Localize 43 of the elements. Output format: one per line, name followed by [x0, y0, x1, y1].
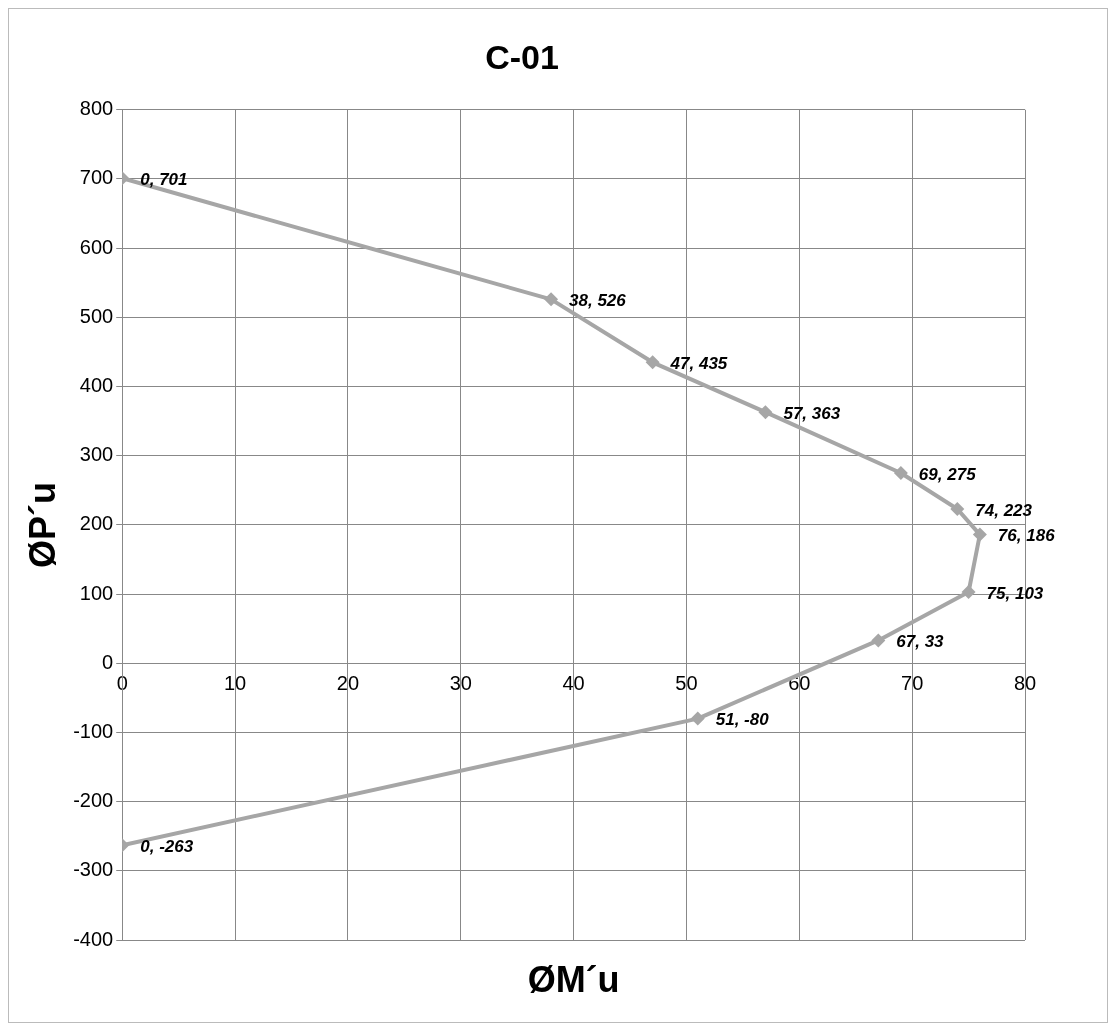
data-label: 76, 186 [997, 526, 1056, 546]
x-tick-label: 30 [449, 671, 472, 694]
y-tick-label: 800 [79, 97, 114, 120]
x-tick-label: 40 [562, 671, 585, 694]
y-tick-label: 400 [79, 374, 114, 397]
y-tick-label: -100 [73, 719, 114, 742]
x-tick-label: 50 [675, 671, 698, 694]
data-label: 38, 526 [569, 291, 627, 311]
data-label: 0, 701 [140, 169, 188, 189]
y-tick-label: 700 [79, 166, 114, 189]
data-label: 51, -80 [715, 710, 770, 730]
point [871, 633, 886, 648]
point [645, 355, 660, 370]
y-tick-label: 200 [79, 512, 114, 535]
point [972, 527, 987, 542]
y-tick-label: 0 [102, 650, 114, 673]
point [758, 405, 773, 420]
x-axis-title: ØM´u [527, 958, 620, 1000]
point [961, 585, 976, 600]
point [950, 501, 965, 516]
y-tick-label: -200 [73, 789, 114, 812]
data-label: 75, 103 [986, 583, 1044, 603]
data-label: 47, 435 [669, 354, 728, 374]
data-label: 0, -263 [140, 836, 194, 856]
y-tick-label: 500 [79, 304, 114, 327]
data-label: 67, 33 [896, 632, 945, 652]
x-tick-label: 70 [901, 671, 924, 694]
data-label: 69, 275 [918, 464, 977, 484]
point [690, 711, 705, 726]
data-label: 74, 223 [975, 500, 1033, 520]
y-tick-label: -300 [73, 858, 114, 881]
point [544, 292, 559, 307]
x-tick-label: 80 [1013, 671, 1037, 694]
y-tick-label: 300 [79, 443, 114, 466]
y-tick-label: 600 [79, 235, 114, 258]
y-axis-title: ØP´u [21, 481, 63, 568]
x-tick-label: 20 [336, 671, 360, 694]
y-tick-label: -400 [73, 927, 114, 950]
point [893, 466, 908, 481]
chart-title: C-01 [485, 37, 559, 76]
y-tick-label: 100 [79, 581, 114, 604]
data-label: 57, 363 [783, 403, 841, 423]
x-tick-label: 10 [223, 671, 247, 694]
